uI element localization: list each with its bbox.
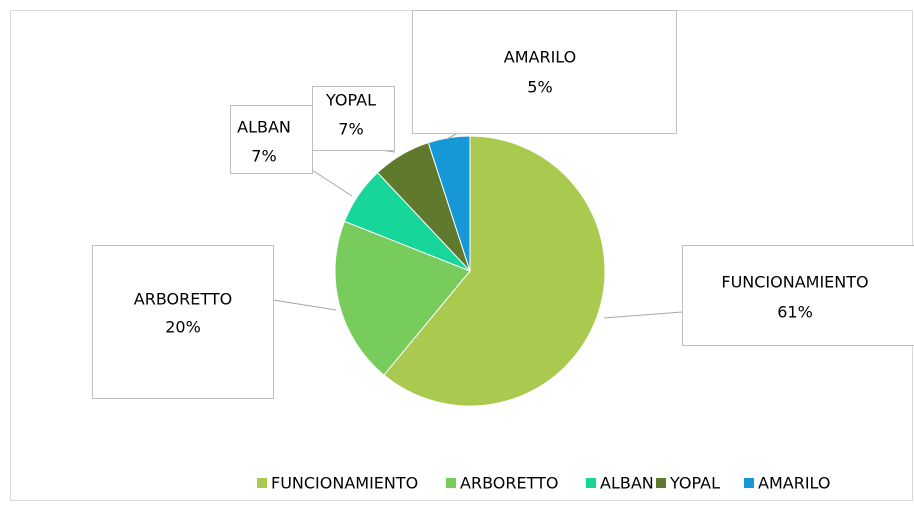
data-label-value: 7% — [338, 120, 363, 139]
legend-swatch — [656, 478, 666, 488]
leader-line — [272, 299, 337, 311]
label-box — [92, 245, 274, 399]
data-label-name: AMARILO — [504, 48, 576, 67]
pie-slice — [334, 220, 471, 376]
label-box — [412, 10, 677, 134]
data-label-value: 61% — [777, 303, 813, 322]
data-label-name: ARBORETTO — [134, 290, 232, 309]
data-label-value: 7% — [251, 147, 276, 166]
legend-swatch — [446, 478, 456, 488]
data-label-value: 5% — [527, 78, 552, 97]
legend-label: FUNCIONAMIENTO — [271, 474, 418, 493]
legend-label: YOPAL — [669, 474, 720, 493]
label-box — [312, 86, 395, 151]
data-label-name: YOPAL — [325, 91, 376, 110]
legend-swatch — [257, 478, 267, 488]
data-label-name: ALBAN — [237, 118, 291, 137]
label-box — [682, 245, 914, 346]
legend-label: ARBORETTO — [460, 474, 558, 493]
leader-line — [603, 311, 683, 319]
legend-swatch — [586, 478, 596, 488]
legend-swatch — [744, 478, 754, 488]
data-label-name: FUNCIONAMIENTO — [721, 273, 868, 292]
pie-slice — [383, 135, 606, 407]
legend-label: ALBAN — [600, 474, 654, 493]
label-box — [230, 105, 313, 174]
data-label-value: 20% — [165, 318, 201, 337]
leader-line — [311, 169, 353, 197]
legend-label: AMARILO — [758, 474, 830, 493]
